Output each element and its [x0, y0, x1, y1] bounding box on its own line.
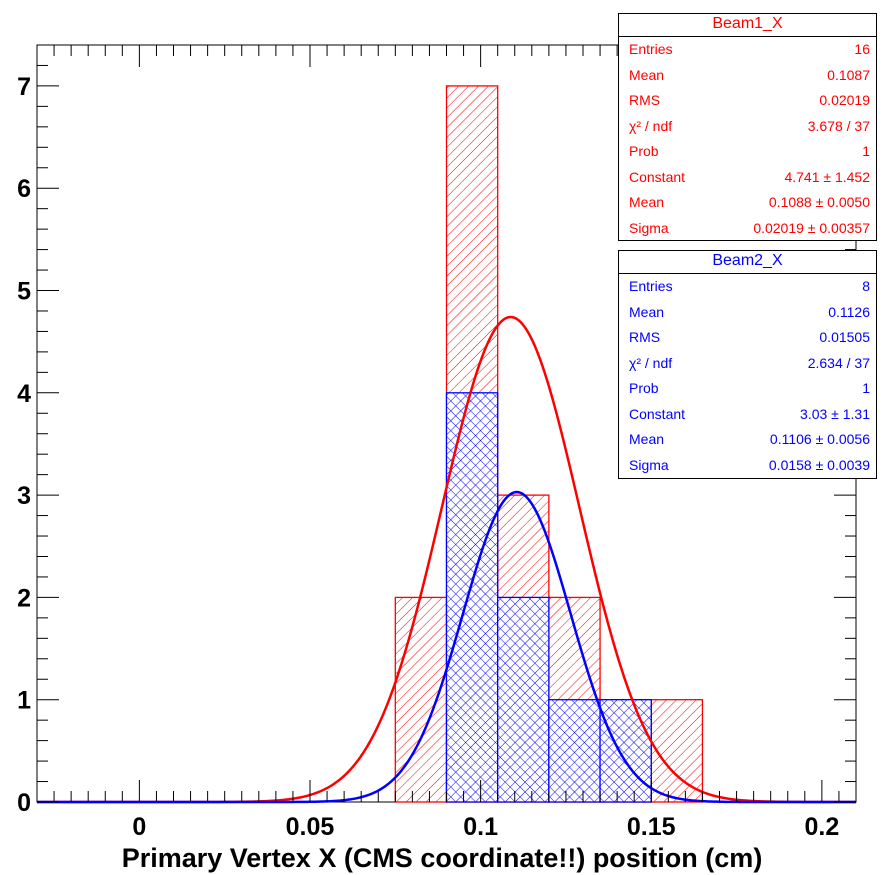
y-tick-label: 0	[17, 789, 31, 817]
stats-row-label: Mean	[629, 66, 665, 83]
stats-row: Prob 1	[619, 139, 876, 165]
stats-box-rows: Entries 16 Mean 0.1087 RMS 0.02019 χ² / ndf 3.6…	[619, 37, 876, 241]
stats-row-value: 16	[854, 41, 870, 57]
stats-row-value: 0.1106 ± 0.0056	[769, 431, 870, 447]
x-tick-label: 0.1	[463, 813, 498, 841]
stats-row: Entries 16	[619, 37, 876, 63]
stats-row: Prob 1	[619, 376, 876, 402]
stats-row-label: Sigma	[629, 219, 669, 236]
stats-row-label: RMS	[629, 329, 661, 345]
stats-row-value: 0.01505	[819, 329, 870, 345]
y-tick-label: 5	[17, 278, 31, 306]
beam1-bar	[650, 699, 704, 803]
stats-box-beam2: Beam2_X Entries 8 Mean 0.1126 RMS 0.01505 χ² /…	[618, 250, 877, 479]
stats-row: Constant 3.03 ± 1.31	[619, 402, 876, 428]
stats-box-rows: Entries 8 Mean 0.1126 RMS 0.01505 χ² / ndf 2.63…	[619, 274, 876, 478]
y-tick-label: 6	[17, 175, 31, 203]
stats-row: Entries 8	[619, 274, 876, 300]
stats-row-value: 0.0158 ± 0.0039	[768, 456, 870, 473]
stats-row-label: Constant	[629, 168, 686, 185]
stats-row-label: χ² / ndf	[629, 354, 673, 371]
x-tick-label: 0.05	[286, 813, 335, 841]
stats-row-value: 0.02019 ± 0.00357	[753, 219, 870, 236]
stats-row: RMS 0.02019	[619, 88, 876, 114]
stats-box-beam1: Beam1_X Entries 16 Mean 0.1087 RMS 0.02019 χ² …	[618, 13, 877, 241]
y-tick-label: 4	[17, 380, 31, 408]
stats-row: Mean 0.1106 ± 0.0056	[619, 427, 876, 453]
stats-row-value: 4.741 ± 1.452	[784, 168, 870, 185]
stats-row: Sigma 0.0158 ± 0.0039	[619, 453, 876, 479]
stats-row-value: 0.1126	[828, 303, 870, 320]
stats-row-label: χ² / ndf	[629, 117, 673, 134]
stats-row-value: 0.02019	[819, 92, 870, 108]
stats-row-label: Prob	[629, 143, 659, 159]
y-tick-label: 3	[17, 482, 31, 510]
stats-row-value: 8	[862, 278, 870, 294]
stats-row: χ² / ndf 2.634 / 37	[619, 351, 876, 377]
stats-row: Constant 4.741 ± 1.452	[619, 165, 876, 191]
stats-row: Sigma 0.02019 ± 0.00357	[619, 216, 876, 242]
beam2-bar	[548, 699, 601, 803]
stats-row-label: Sigma	[629, 456, 669, 473]
beam1-bar	[394, 596, 448, 803]
beam2-bar	[497, 596, 550, 803]
beam2-bar	[599, 699, 652, 803]
stats-row-label: Prob	[629, 380, 659, 396]
stats-box-title: Beam1_X	[619, 14, 876, 37]
y-tick-label: 1	[17, 687, 31, 715]
stats-row-value: 0.1087	[827, 66, 870, 83]
stats-row-label: RMS	[629, 92, 661, 108]
stats-row: χ² / ndf 3.678 / 37	[619, 114, 876, 140]
stats-row-value: 0.1088 ± 0.0050	[768, 194, 870, 210]
y-tick-label: 2	[17, 584, 31, 612]
stats-row-value: 2.634 / 37	[807, 354, 870, 371]
stats-row-value: 3.678 / 37	[807, 117, 870, 134]
stats-row-label: Entries	[629, 41, 673, 57]
stats-row: RMS 0.01505	[619, 325, 876, 351]
stats-row-label: Mean	[629, 303, 665, 320]
stats-row: Mean 0.1087	[619, 63, 876, 89]
stats-row: Mean 0.1126	[619, 300, 876, 326]
stats-row-label: Mean	[629, 194, 665, 210]
stats-row-value: 3.03 ± 1.31	[800, 405, 870, 422]
y-tick-label: 7	[17, 73, 31, 101]
stats-row-label: Entries	[629, 278, 673, 294]
stats-row-value: 1	[862, 143, 870, 159]
stats-row-label: Mean	[629, 431, 665, 447]
x-tick-label: 0.15	[627, 813, 676, 841]
x-axis-label: Primary Vertex X (CMS coordinate!!) posi…	[122, 843, 763, 873]
x-tick-label: 0.2	[804, 813, 839, 841]
stats-row: Mean 0.1088 ± 0.0050	[619, 190, 876, 216]
stats-row-value: 1	[862, 380, 870, 396]
x-tick-label: 0	[132, 813, 146, 841]
stats-row-label: Constant	[629, 405, 686, 422]
beam2-bar	[445, 392, 499, 803]
stats-box-title: Beam2_X	[619, 251, 876, 274]
